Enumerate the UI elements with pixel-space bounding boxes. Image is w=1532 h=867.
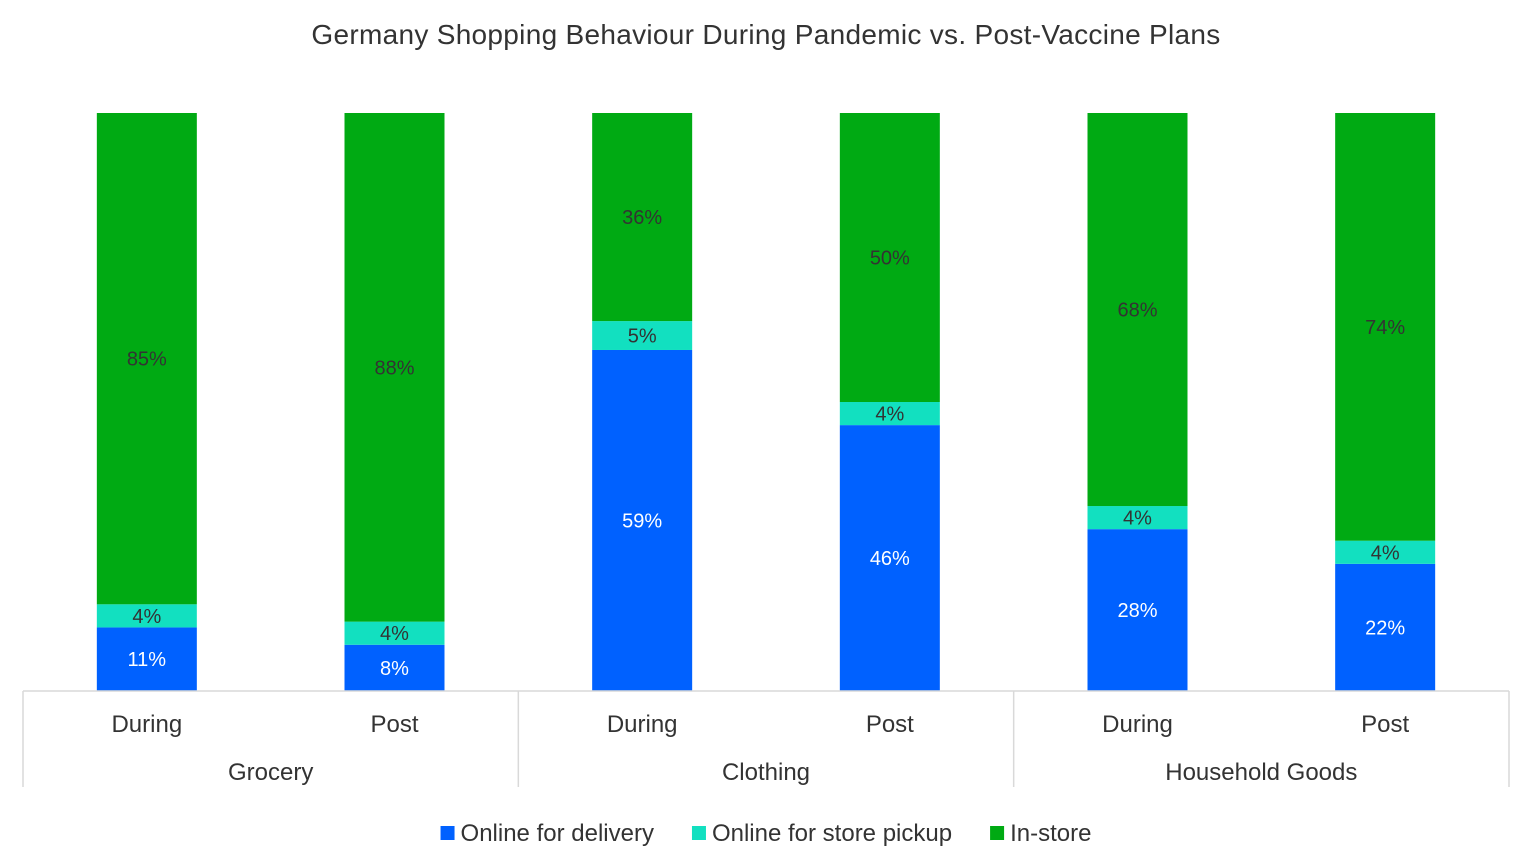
bar-segment <box>839 402 940 426</box>
category-tick-label: Post <box>1361 711 1409 738</box>
chart-title: Germany Shopping Behaviour During Pandem… <box>311 19 1220 50</box>
bar-segment <box>592 349 693 691</box>
bar-segment <box>344 113 445 622</box>
group-label: Household Goods <box>1165 759 1357 786</box>
data-label: 8% <box>380 658 409 680</box>
bar-segment <box>1335 113 1436 541</box>
bar-segment <box>592 113 693 322</box>
legend-item: In-store <box>990 820 1091 847</box>
legend-label: Online for delivery <box>461 820 654 847</box>
data-label: 74% <box>1365 317 1405 339</box>
legend-item: Online for store pickup <box>691 820 952 847</box>
category-tick-label: During <box>1102 711 1173 738</box>
bar-segment <box>96 604 197 628</box>
bar-segment <box>1087 529 1188 691</box>
data-label: 36% <box>622 207 662 229</box>
bar-segment <box>592 321 693 350</box>
data-label: 88% <box>374 357 414 379</box>
bar-segment <box>96 113 197 605</box>
bar-segment <box>839 113 940 402</box>
group-label: Grocery <box>228 759 313 786</box>
data-label: 59% <box>622 510 662 532</box>
group-label: Clothing <box>722 759 810 786</box>
data-label: 4% <box>1123 508 1152 530</box>
legend-swatch <box>691 826 706 840</box>
legend-swatch <box>990 826 1005 840</box>
data-label: 50% <box>870 248 910 270</box>
data-label: 11% <box>128 649 167 671</box>
bar-segment <box>1335 563 1436 691</box>
data-label: 4% <box>1371 542 1400 564</box>
legend-swatch <box>440 826 455 840</box>
data-label: 4% <box>132 606 161 628</box>
legend: Online for delivery Online for store pick… <box>440 820 1091 847</box>
bar-segment <box>1087 506 1188 530</box>
plot-area: 11% 4% 85% 8% 4% 88% 59% 5% 36% 46% 4% 50% 28% 4% 68% 2… <box>96 113 1436 691</box>
category-axis: During Post During Post During Post Grocery Clo… <box>22 690 1510 787</box>
category-tick-label: During <box>607 711 678 738</box>
bar-segment <box>96 627 197 691</box>
data-label: 46% <box>870 548 910 570</box>
bar-segment <box>344 644 445 691</box>
bar-segment <box>1335 540 1436 564</box>
bar-segment <box>839 425 940 691</box>
bar-segment <box>1087 113 1188 507</box>
data-label: 28% <box>1117 600 1157 622</box>
category-tick-label: During <box>111 711 182 738</box>
category-tick-label: Post <box>370 711 418 738</box>
legend-label: Online for store pickup <box>712 820 952 847</box>
data-label: 5% <box>628 326 657 348</box>
category-tick-label: Post <box>866 711 914 738</box>
data-label: 4% <box>875 404 904 426</box>
legend-item: Online for delivery <box>440 820 654 847</box>
legend-label: In-store <box>1010 820 1091 847</box>
data-label: 4% <box>380 623 409 645</box>
data-label: 22% <box>1365 617 1405 639</box>
bar-segment <box>344 621 445 645</box>
data-label: 85% <box>127 349 167 371</box>
data-label: 68% <box>1117 300 1157 322</box>
